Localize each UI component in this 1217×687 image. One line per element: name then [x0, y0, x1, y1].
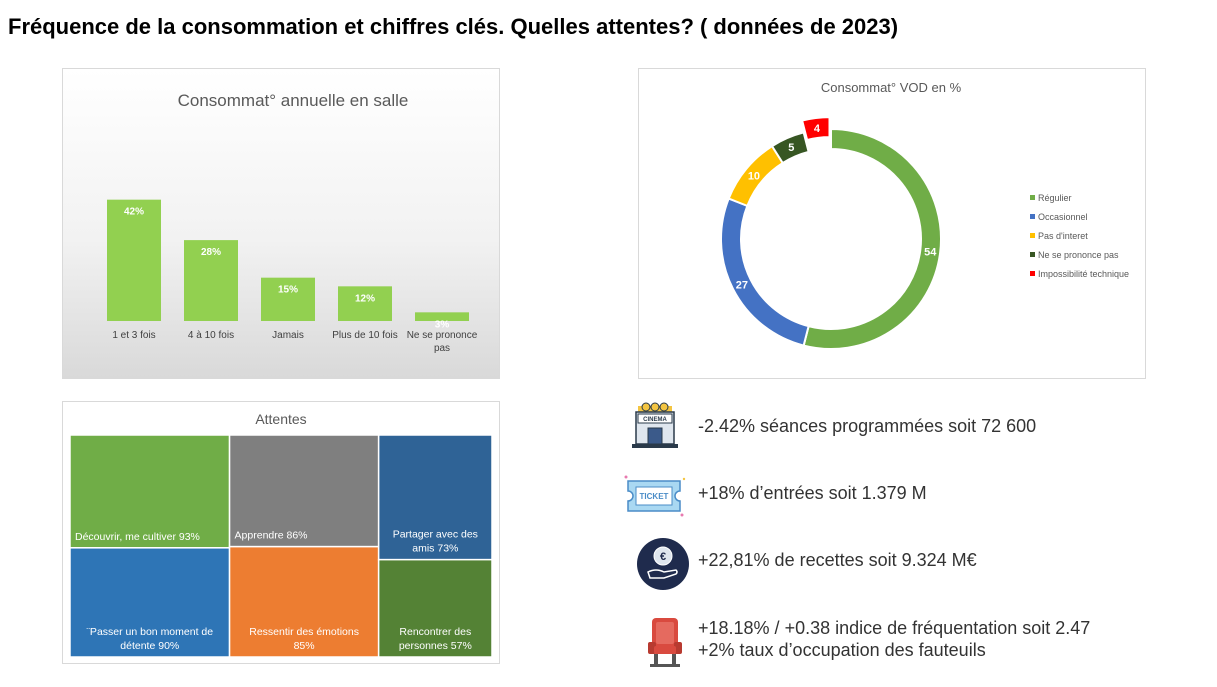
- treemap-tile: [69, 547, 231, 658]
- bar: [107, 199, 161, 321]
- cinema-building-icon: CINEMA: [632, 402, 678, 448]
- legend-swatch: [1030, 271, 1035, 276]
- bar-chart: Consommat° annuelle en salle 42% 1 et 3 f…: [63, 69, 499, 378]
- legend-label: Régulier: [1038, 193, 1072, 203]
- donut-slice: [720, 197, 810, 347]
- bar: [184, 240, 238, 321]
- donut-value-label: 4: [814, 123, 821, 135]
- donut-slice: [800, 116, 831, 142]
- treemap-tile: [377, 558, 493, 658]
- bar: [261, 277, 315, 321]
- treemap-panel: Attentes Découvrir, me cultiver 93% ¨Pass…: [62, 401, 500, 664]
- stat-seances: CINEMA -2.42% séances programmées soit 7…: [618, 400, 1178, 460]
- bar-category-label: Jamais: [272, 330, 304, 341]
- bar-value-label: 42%: [124, 207, 144, 218]
- legend-label: Ne se prononce pas: [1038, 250, 1119, 260]
- svg-text:CINEMA: CINEMA: [643, 417, 667, 423]
- donut-value-label: 27: [736, 279, 748, 291]
- treemap-tile: [228, 545, 380, 658]
- treemap-tile-label: Ressentir des émotions 85%: [249, 626, 359, 652]
- bar-category-label: Plus de 10 fois: [332, 330, 398, 341]
- ticket-icon: TICKET: [624, 475, 686, 517]
- bar: [415, 312, 469, 321]
- stat-text: +18.18% / +0.38 indice de fréquentation …: [698, 618, 1091, 638]
- bar-value-label: 12%: [355, 293, 375, 304]
- stat-frequentation: +18.18% / +0.38 indice de fréquentation …: [618, 612, 1178, 672]
- treemap-tile: [377, 434, 493, 561]
- bar-chart-panel: Consommat° annuelle en salle 42% 1 et 3 f…: [62, 68, 500, 379]
- legend-swatch: [1030, 195, 1035, 200]
- legend-label: Impossibilité technique: [1038, 269, 1129, 279]
- bar-value-label: 3%: [435, 319, 450, 330]
- stat-recettes: € +22,81% de recettes soit 9.324 M€: [618, 534, 1178, 594]
- legend-swatch: [1030, 214, 1035, 219]
- stat-text: -2.42% séances programmées soit 72 600: [698, 416, 1037, 436]
- stat-text: +18% d’entrées soit 1.379 M: [698, 483, 927, 503]
- bar-category-label: Ne se prononce pas: [407, 330, 478, 354]
- treemap-tile-label: Partager avec des amis 73%: [393, 529, 478, 555]
- legend-label: Pas d'interet: [1038, 231, 1088, 241]
- stat-text-secondary: +2% taux d’occupation des fauteuils: [698, 640, 986, 660]
- treemap-chart: Attentes Découvrir, me cultiver 93% ¨Pass…: [69, 411, 493, 658]
- treemap-tile: [228, 434, 380, 548]
- donut-value-label: 54: [924, 247, 937, 259]
- bar-chart-title: Consommat° annuelle en salle: [178, 91, 409, 110]
- euro-coin-hand-icon: €: [637, 538, 689, 590]
- donut-value-label: 5: [788, 142, 794, 154]
- legend-swatch: [1030, 233, 1035, 238]
- donut-chart-panel: Consommat° VOD en % 54 27 10 5 4 Régulier Occ…: [638, 68, 1146, 379]
- legend-label: Occasionnel: [1038, 212, 1088, 222]
- treemap-tile-label: Apprendre 86%: [235, 530, 308, 542]
- svg-text:TICKET: TICKET: [640, 492, 669, 501]
- bar-value-label: 28%: [201, 247, 221, 258]
- treemap-tile-label: Rencontrer des personnes 57%: [399, 626, 472, 652]
- legend-swatch: [1030, 252, 1035, 257]
- bar-category-label: 1 et 3 fois: [112, 330, 155, 341]
- stat-text: +22,81% de recettes soit 9.324 M€: [698, 550, 977, 570]
- svg-text:€: €: [660, 551, 666, 563]
- treemap-tile-label: ¨Passer un bon moment de détente 90%: [86, 626, 213, 652]
- bar: [338, 286, 392, 321]
- page-title: Fréquence de la consommation et chiffres…: [8, 14, 899, 39]
- cinema-seat-icon: [648, 618, 682, 667]
- stat-entrees: TICKET +18% d’entrées soit 1.379 M: [618, 467, 1178, 527]
- bar-value-label: 15%: [278, 285, 298, 296]
- donut-value-label: 10: [748, 170, 760, 182]
- treemap-tile: [69, 434, 231, 549]
- donut-chart-title: Consommat° VOD en %: [821, 80, 962, 95]
- treemap-title: Attentes: [255, 411, 306, 427]
- treemap-tile-label: Découvrir, me cultiver 93%: [75, 531, 200, 543]
- donut-slice: [802, 127, 942, 350]
- bar-category-label: 4 à 10 fois: [188, 330, 234, 341]
- donut-slice: [770, 131, 810, 165]
